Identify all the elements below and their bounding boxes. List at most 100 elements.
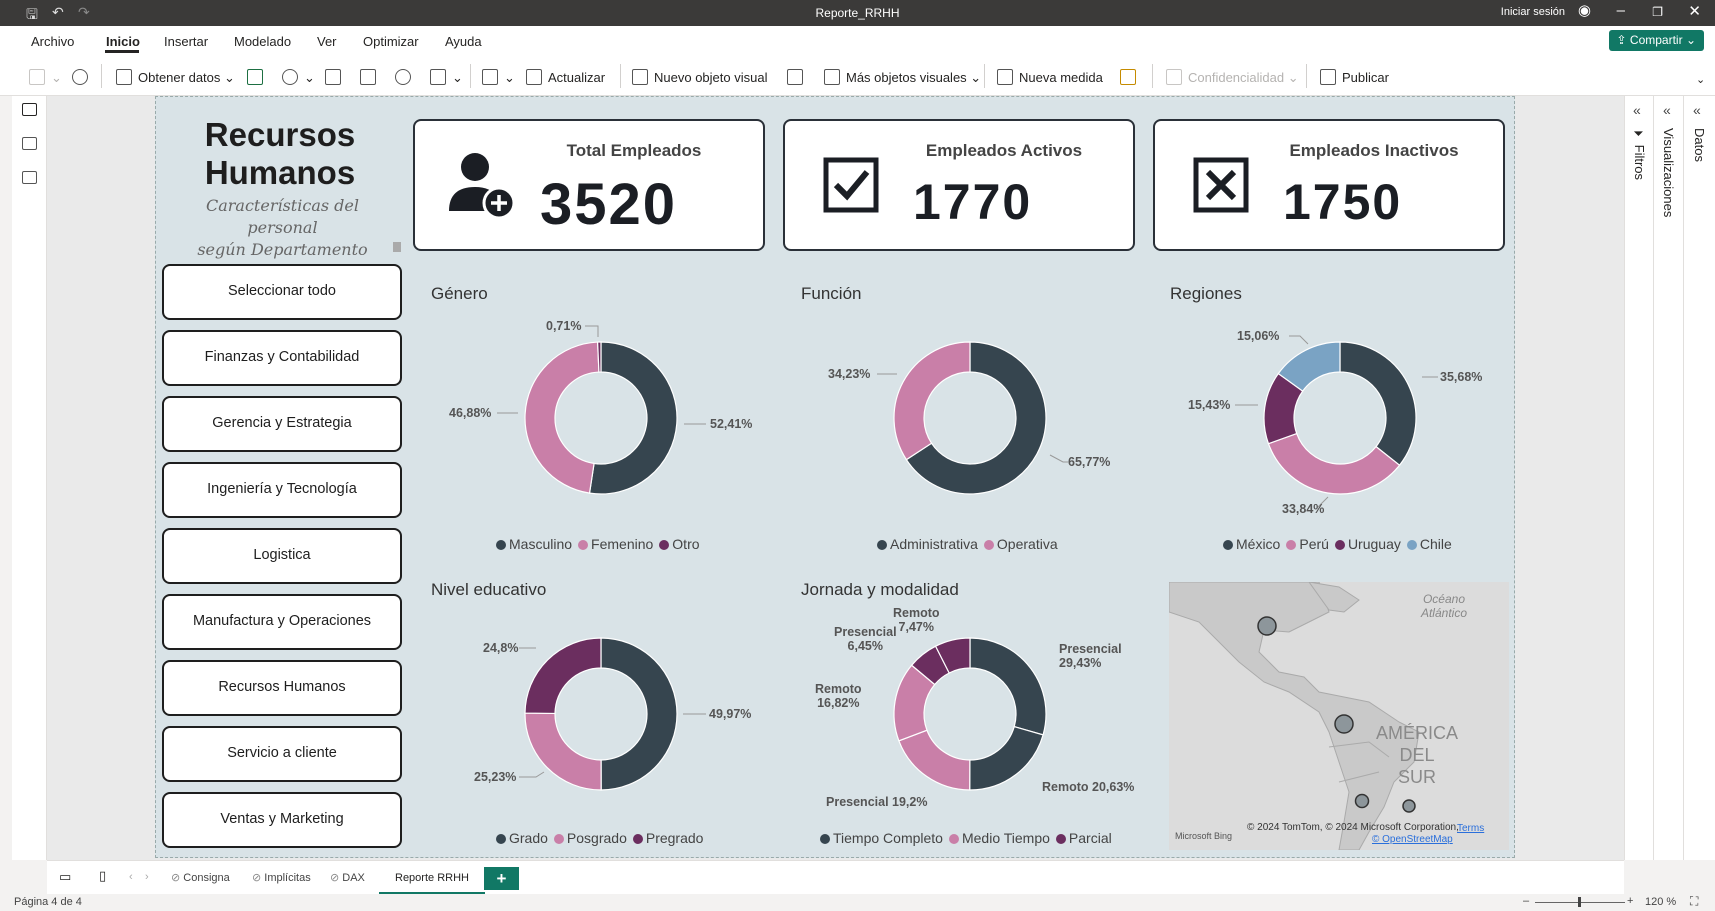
slice-otro[interactable] [596, 341, 602, 373]
legend-item-operativa[interactable]: Operativa [983, 536, 1058, 552]
slice-peru[interactable] [1267, 432, 1401, 495]
filters-pane-tab[interactable]: ⏷ Filtros [1632, 128, 1647, 180]
legend-item-masculino[interactable]: Masculino [496, 536, 572, 552]
slice-operativa[interactable] [893, 341, 971, 461]
visualizations-pane-tab[interactable]: Visualizaciones [1661, 128, 1676, 218]
scroll-handle[interactable] [393, 242, 401, 252]
slice-femenino[interactable] [524, 341, 600, 494]
slice-grado[interactable] [600, 637, 678, 791]
excel-button[interactable] [247, 69, 269, 85]
zoom-slider-thumb[interactable] [1578, 897, 1581, 907]
share-button[interactable]: ⇪ Compartir ⌄ [1608, 30, 1704, 51]
model-view-icon[interactable] [22, 171, 37, 184]
map-terms-link[interactable]: Terms [1457, 823, 1485, 834]
legend-item-chile[interactable]: Chile [1406, 536, 1452, 552]
donut-jornada[interactable] [887, 631, 1053, 797]
slicer-recursos-humanos[interactable]: Recursos Humanos [162, 660, 402, 716]
expand-data-icon[interactable]: « [1693, 102, 1701, 118]
legend-item-medio-tiempo[interactable]: Medio Tiempo [948, 830, 1050, 846]
textbox-button[interactable] [787, 69, 809, 85]
paste-button[interactable]: ⌄ [29, 69, 62, 86]
slice-chile[interactable] [1277, 341, 1341, 392]
obtener-datos-button[interactable]: Obtener datos ⌄ [116, 69, 235, 86]
menu-archivo[interactable]: Archivo [31, 34, 75, 49]
legend-item-femenino[interactable]: Femenino [578, 536, 653, 552]
legend-item-grado[interactable]: Grado [496, 830, 548, 846]
tab-implicitas[interactable]: ⊘ Implícitas [252, 871, 311, 884]
mas-objetos-visuales-button[interactable]: Más objetos visuales ⌄ [824, 69, 981, 86]
save-icon[interactable]: 🖫 [26, 6, 38, 22]
legend-item-mexico[interactable]: México [1223, 536, 1280, 552]
legend-item-parcial[interactable]: Parcial [1055, 830, 1112, 846]
menu-ayuda[interactable]: Ayuda [445, 34, 482, 49]
slicer-servicio-cliente[interactable]: Servicio a cliente [162, 726, 402, 782]
map-bubble-peru[interactable] [1334, 714, 1354, 734]
zoom-in-button[interactable]: + [1627, 895, 1634, 907]
legend-item-pregrado[interactable]: Pregrado [632, 830, 703, 846]
nueva-medida-button[interactable]: Nueva medida [997, 69, 1103, 85]
data-pane-tab[interactable]: Datos [1692, 128, 1707, 162]
legend-item-tiempo-completo[interactable]: Tiempo Completo [820, 830, 943, 846]
slicer-ventas[interactable]: Ventas y Marketing [162, 792, 402, 848]
legend-item-administrativa[interactable]: Administrativa [877, 536, 978, 552]
table-view-icon[interactable] [22, 137, 37, 150]
legend-item-uruguay[interactable]: Uruguay [1334, 536, 1401, 552]
ribbon-collapse-icon[interactable]: ⌄ [1696, 74, 1706, 86]
map-osm-link[interactable]: © OpenStreetMap [1372, 834, 1453, 845]
map-bubble-chile[interactable] [1354, 793, 1370, 809]
recent-sources-button[interactable]: ⌄ [430, 69, 463, 86]
legend-item-posgrado[interactable]: Posgrado [553, 830, 627, 846]
tab-consigna[interactable]: ⊘ Consigna [171, 871, 230, 884]
dataverse-button[interactable] [395, 69, 417, 85]
desktop-layout-icon[interactable]: ▭ [59, 869, 72, 884]
menu-insertar[interactable]: Insertar [164, 34, 209, 49]
expand-visualizations-icon[interactable]: « [1663, 102, 1671, 118]
legend-item-otro[interactable]: Otro [659, 536, 700, 552]
fit-page-icon[interactable]: ⛶ [1690, 894, 1699, 908]
slice-masculino[interactable] [588, 341, 678, 495]
mobile-layout-icon[interactable]: ▯ [99, 868, 107, 883]
publicar-button[interactable]: Publicar [1320, 69, 1389, 85]
redo-icon[interactable]: ↷ [78, 4, 90, 20]
donut-genero[interactable] [518, 335, 684, 501]
transform-button[interactable]: ⌄ [482, 69, 515, 86]
sql-button[interactable] [325, 69, 347, 85]
kpi-empleados-inactivos[interactable]: Empleados Inactivos 1750 [1153, 119, 1505, 251]
tab-reporte-rrhh[interactable]: Reporte RRHH [379, 861, 485, 895]
minimize-icon[interactable]: – [1616, 2, 1625, 19]
menu-ver[interactable]: Ver [317, 34, 337, 49]
nuevo-objeto-visual-button[interactable]: Nuevo objeto visual [632, 69, 767, 85]
slicer-seleccionar-todo[interactable]: Seleccionar todo [162, 264, 402, 320]
donut-nivel-educativo[interactable] [518, 631, 684, 797]
slice-mexico[interactable] [1339, 341, 1417, 467]
menu-inicio[interactable]: Inicio [106, 34, 140, 49]
slice-administrativa[interactable] [905, 341, 1047, 495]
slicer-finanzas[interactable]: Finanzas y Contabilidad [162, 330, 402, 386]
format-painter-button[interactable] [72, 69, 94, 85]
actualizar-button[interactable]: Actualizar [526, 69, 605, 85]
tab-dax[interactable]: ⊘ DAX [330, 871, 365, 884]
donut-funcion[interactable] [887, 335, 1053, 501]
prev-page-icon[interactable]: ‹ [129, 871, 133, 883]
slice-jornada-5[interactable] [934, 637, 971, 674]
map-visual[interactable]: Océano Atlántico AMÉRICA DEL SUR Microsoft … [1169, 582, 1509, 850]
report-view-icon[interactable] [22, 103, 37, 116]
add-page-button[interactable]: + [484, 867, 519, 890]
legend-item-peru[interactable]: Perú [1286, 536, 1329, 552]
enter-data-button[interactable] [360, 69, 382, 85]
signin-link[interactable]: Iniciar sesión [1500, 6, 1565, 18]
onelake-button[interactable]: ⌄ [282, 69, 315, 86]
quick-measure-button[interactable] [1120, 69, 1142, 85]
map-bubble-mexico[interactable] [1257, 616, 1277, 636]
kpi-total-empleados[interactable]: Total Empleados 3520 [413, 119, 765, 251]
slice-pregrado[interactable] [524, 637, 602, 715]
undo-icon[interactable]: ↶ [52, 4, 64, 20]
map-bubble-uruguay[interactable] [1402, 799, 1416, 813]
menu-optimizar[interactable]: Optimizar [363, 34, 419, 49]
zoom-out-button[interactable]: – [1523, 895, 1530, 907]
account-icon[interactable]: ◉ [1577, 2, 1591, 19]
slicer-ingenieria[interactable]: Ingeniería y Tecnología [162, 462, 402, 518]
slicer-manufactura[interactable]: Manufactura y Operaciones [162, 594, 402, 650]
next-page-icon[interactable]: › [145, 871, 149, 883]
kpi-empleados-activos[interactable]: Empleados Activos 1770 [783, 119, 1135, 251]
